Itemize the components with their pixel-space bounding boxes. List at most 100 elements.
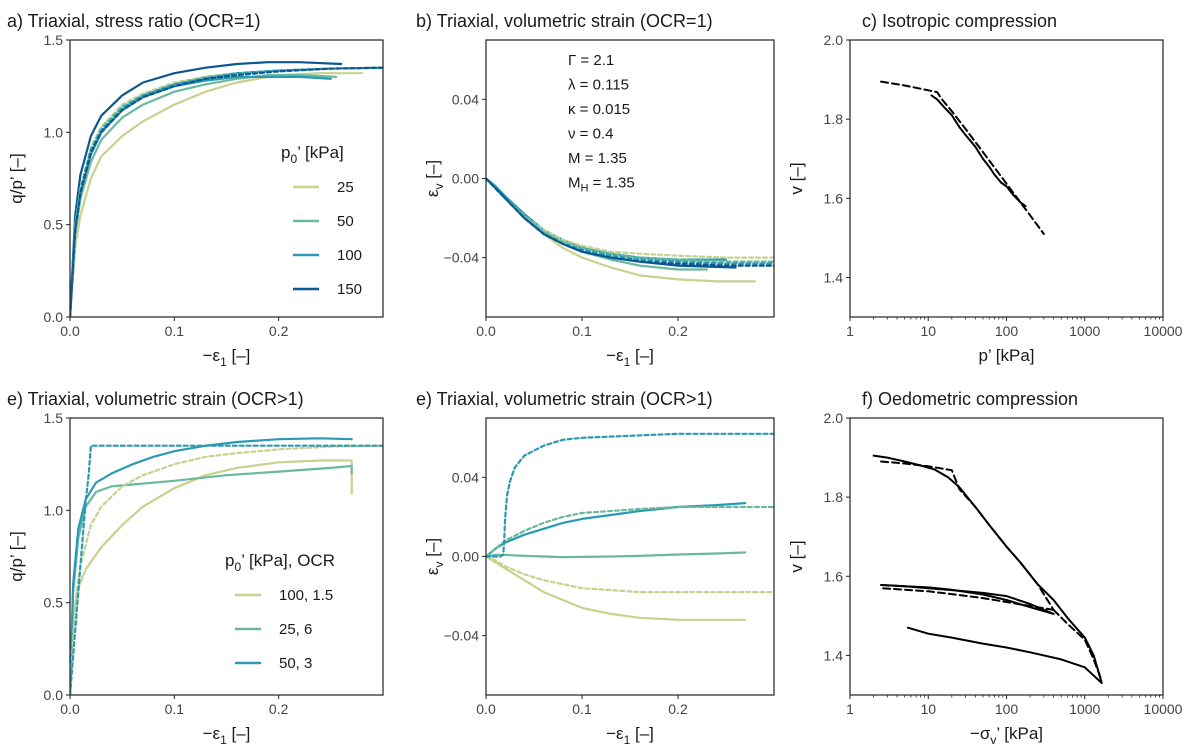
x-axis-label: −ε1 [–] [203, 724, 251, 747]
x-tick-label: 0.2 [269, 323, 289, 339]
panel-b: b) Triaxial, volumetric strain (OCR=1) 0.… [416, 11, 775, 369]
x-tick-label: 0.1 [165, 323, 185, 339]
series-line-150 [70, 61, 343, 317]
parameter-label: κ = 0.015 [568, 101, 630, 118]
panel-a: a) Triaxial, stress ratio (OCR=1) 0.0 0.1 0… [7, 11, 384, 369]
x-axis-label: −σv’ [kPa] [970, 724, 1043, 747]
x-tick-label: 10000 [1144, 701, 1183, 717]
y-tick-label: 1.8 [824, 111, 844, 127]
series-group [872, 454, 1103, 685]
series-line-dashed-3 [486, 555, 774, 594]
series-line-dashed-7 [486, 177, 774, 267]
panel-title: c) Isotropic compression [862, 11, 1057, 31]
legend-title: p0’ [kPa] [281, 143, 344, 166]
series-group [70, 437, 383, 695]
x-tick-label: 100 [995, 323, 1019, 339]
series-line-dashed-5 [1052, 608, 1103, 683]
panel-c: c) Isotropic compression 1 10 100 1000 10000 1… [787, 11, 1183, 365]
x-tick-label: 0.1 [572, 701, 592, 717]
parameter-label: MH = 1.35 [568, 175, 635, 195]
legend-label: 150 [337, 281, 362, 298]
y-axis-label: v [–] [787, 162, 806, 194]
series-line-100 [70, 75, 332, 317]
x-tick-label: 0.2 [668, 701, 688, 717]
series-line-dashed-4 [70, 444, 383, 695]
panel-title: f) Oedometric compression [862, 389, 1078, 409]
x-tick-label: 1 [846, 701, 854, 717]
x-tick-label: 0.1 [572, 323, 592, 339]
panel-e: e) Triaxial, volumetric strain (OCR>1) 0.… [416, 389, 775, 747]
series-line-dashed-3 [70, 444, 383, 695]
panel-d: e) Triaxial, volumetric strain (OCR>1) 0.… [7, 389, 384, 747]
x-tick-label: 0.2 [668, 323, 688, 339]
x-tick-label: 0.1 [165, 701, 185, 717]
x-tick-label: 10 [920, 323, 936, 339]
y-tick-label: 0.04 [452, 469, 479, 485]
legend-label: 50, 3 [279, 655, 312, 672]
y-tick-label: 0.04 [452, 91, 479, 107]
x-axis-label: p’ [kPa] [978, 346, 1034, 365]
x-tick-label: 1 [846, 323, 854, 339]
y-tick-label: 0.5 [44, 595, 64, 611]
y-axis-label: v [–] [787, 540, 806, 572]
series-line-dashed-5 [486, 432, 774, 558]
legend: p0’ [kPa], OCR 100, 1.5 25, 6 50, 3 [225, 551, 335, 672]
parameter-label: M = 1.35 [568, 150, 627, 167]
series-group [486, 177, 774, 283]
panel-f: f) Oedometric compression 1 10 100 1000 10000… [787, 389, 1183, 747]
x-tick-label: 10 [920, 701, 936, 717]
y-tick-label: 1.4 [824, 269, 844, 285]
axes-frame [849, 39, 1164, 318]
legend-label: 100 [337, 247, 362, 264]
y-tick-label: 2.0 [824, 410, 844, 426]
legend-label: 50 [337, 213, 354, 230]
series-line-dashed-3 [880, 460, 1055, 611]
y-axis-label: q/p’ [–] [7, 531, 26, 581]
y-axis-label: q/p’ [–] [7, 153, 26, 203]
y-axis-label: εv [–] [423, 538, 446, 575]
y-tick-label: 0.0 [44, 687, 64, 703]
x-tick-label: 0.0 [476, 701, 496, 717]
y-tick-label: 1.4 [824, 647, 844, 663]
y-tick-label: −0.04 [444, 628, 480, 644]
y-tick-label: 1.0 [44, 124, 64, 140]
y-tick-label: 0.0 [44, 309, 64, 325]
x-tick-label: 0.0 [60, 323, 80, 339]
y-tick-label: 2.0 [824, 32, 844, 48]
x-tick-label: 0.0 [476, 323, 496, 339]
series-line-solid-0 [872, 454, 1103, 685]
legend: p0’ [kPa] 25 50 100 150 [281, 143, 362, 298]
series-line-dashed-7 [70, 66, 383, 317]
x-tick-label: 100 [995, 701, 1019, 717]
series-line-50 [70, 74, 338, 317]
legend-label: 25, 6 [279, 621, 312, 638]
series-line-50-3 [70, 437, 353, 695]
series-line-solid-0 [930, 94, 1027, 208]
y-tick-label: −0.04 [444, 250, 480, 266]
legend-label: 25 [337, 179, 354, 196]
series-line-100-1-5 [486, 555, 747, 621]
series-line-25-6 [486, 551, 747, 559]
y-tick-label: 0.5 [44, 217, 64, 233]
axes-frame [69, 417, 384, 696]
y-tick-label: 0.00 [452, 549, 479, 565]
y-tick-label: 1.6 [824, 190, 844, 206]
series-group [70, 61, 383, 317]
x-axis-label: −ε1 [–] [203, 346, 251, 369]
legend-title: p0’ [kPa], OCR [225, 551, 335, 574]
x-axis-label: −ε1 [–] [606, 724, 654, 747]
parameter-label: λ = 0.115 [568, 77, 629, 94]
y-tick-label: 0.00 [452, 171, 479, 187]
series-line-dashed-4 [486, 505, 774, 558]
panel-title: b) Triaxial, volumetric strain (OCR=1) [416, 11, 713, 31]
legend-label: 100, 1.5 [279, 587, 333, 604]
x-tick-label: 10000 [1144, 323, 1183, 339]
series-line-dashed-4 [880, 587, 1055, 611]
series-group [486, 432, 774, 621]
y-tick-label: 1.6 [824, 568, 844, 584]
parameter-label: Γ = 2.1 [568, 52, 614, 69]
series-group [880, 80, 1045, 235]
panel-title: a) Triaxial, stress ratio (OCR=1) [7, 11, 261, 31]
x-tick-label: 1000 [1069, 701, 1100, 717]
